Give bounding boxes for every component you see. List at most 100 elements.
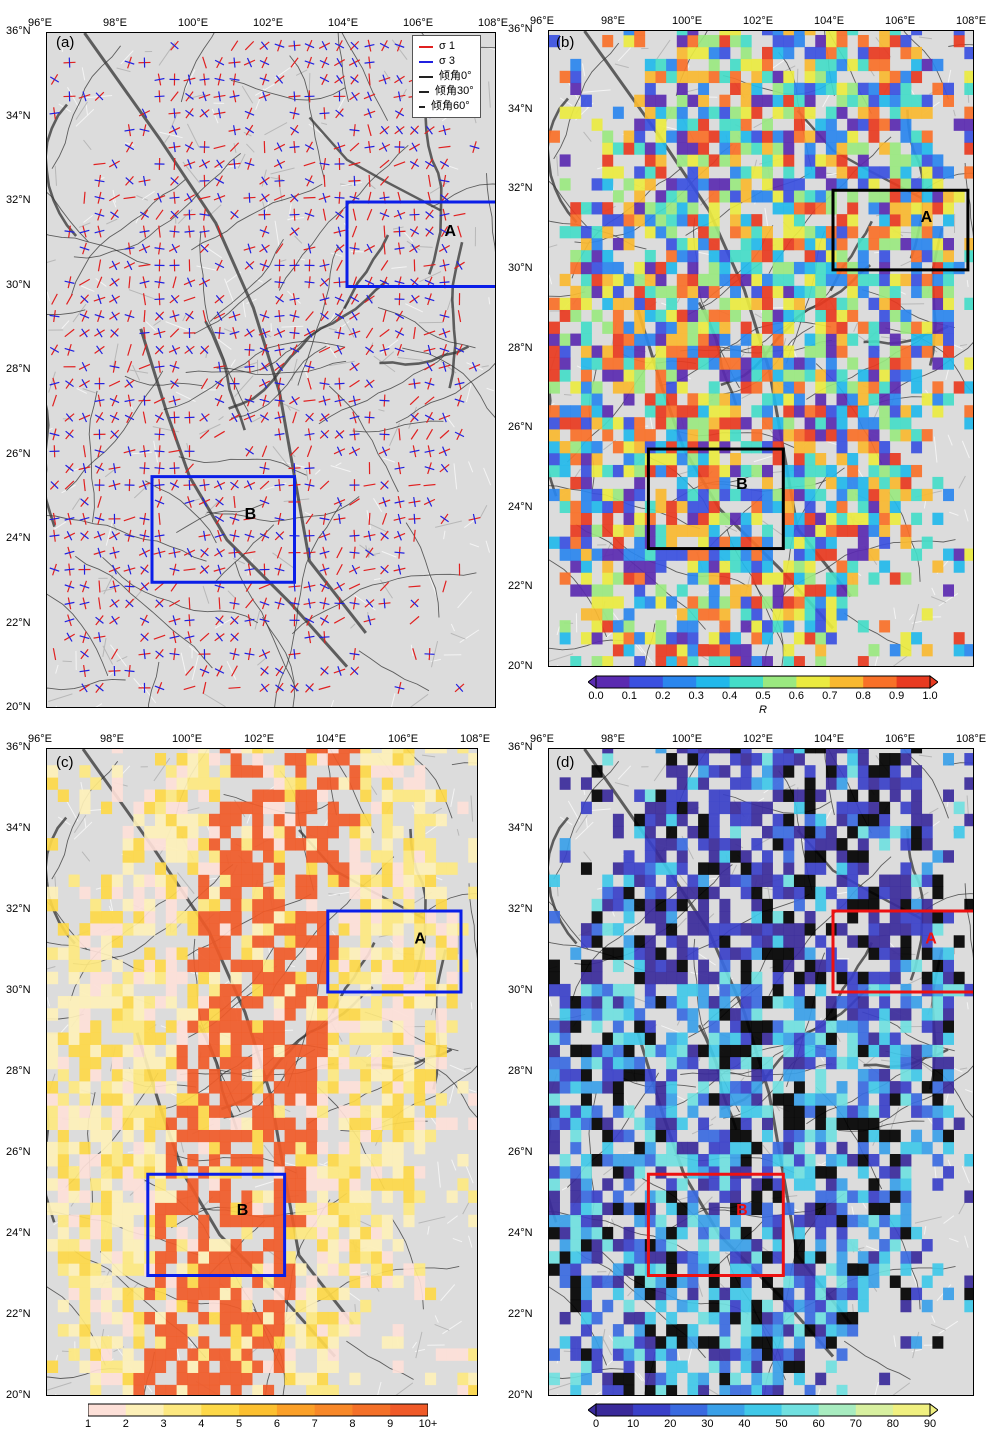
grid-cell	[900, 405, 912, 418]
grid-cell	[708, 464, 720, 478]
grid-cell	[921, 58, 933, 72]
grid-cell	[79, 1263, 91, 1276]
grid-cell	[815, 429, 827, 442]
grid-cell	[634, 190, 646, 203]
grid-cell	[623, 273, 635, 287]
grid-cell	[623, 572, 635, 585]
sigma3-mark	[49, 112, 60, 115]
sigma3-mark	[260, 41, 269, 50]
relief-shade	[453, 463, 458, 490]
sigma3-mark	[307, 243, 312, 254]
relief-shade	[931, 587, 936, 596]
grid-cell	[825, 429, 837, 442]
sigma1-mark	[379, 159, 390, 169]
grid-cell	[306, 886, 318, 900]
relief-shade	[54, 165, 57, 186]
grid-cell	[57, 1105, 69, 1118]
grid-cell	[198, 1105, 210, 1118]
grid-cell	[570, 285, 582, 299]
grid-cell	[825, 572, 837, 585]
grid-cell	[857, 405, 869, 418]
grid-cell	[295, 971, 307, 985]
grid-cell	[284, 1263, 296, 1276]
sigma1-mark	[143, 310, 146, 323]
grid-cell	[655, 273, 667, 287]
grid-cell	[198, 813, 210, 827]
colorbar-tick-label: 0.1	[621, 690, 638, 702]
sigma3-mark	[79, 669, 90, 673]
grid-cell	[209, 777, 221, 790]
sigma3-mark	[336, 446, 343, 457]
sigma3-mark	[334, 196, 345, 199]
sigma3-mark	[184, 619, 195, 622]
grid-cell	[446, 1117, 458, 1130]
grid-cell	[836, 560, 848, 573]
relief-shade	[281, 402, 300, 412]
grid-cell	[263, 1263, 275, 1276]
relief-shade	[448, 1084, 455, 1104]
grid-cell	[644, 261, 656, 275]
grid-cell	[708, 644, 720, 657]
grid-cell	[327, 1044, 339, 1058]
grid-cell	[740, 34, 752, 48]
sigma3-mark	[244, 398, 255, 403]
relief-shade	[47, 291, 51, 302]
relief-shade	[145, 321, 157, 332]
sigma3-mark	[200, 565, 209, 574]
sigma3-mark	[439, 347, 450, 353]
relief-shade	[180, 1141, 185, 1153]
sigma3-mark	[365, 346, 374, 354]
sigma3-mark	[94, 516, 105, 521]
grid-cell	[435, 947, 447, 960]
grid-cell	[381, 1178, 393, 1191]
grid-cell	[740, 46, 752, 60]
grid-cell	[815, 620, 827, 633]
grid-cell	[435, 1117, 447, 1130]
grid-cell	[219, 1299, 231, 1313]
grid-cell	[187, 825, 199, 839]
grid-cell	[68, 935, 80, 948]
sigma3-mark	[124, 669, 135, 673]
grid-cell	[836, 46, 848, 60]
relief-shade	[67, 86, 80, 108]
grid-cell	[698, 596, 710, 609]
grid-cell	[740, 536, 752, 549]
relief-shade	[164, 135, 171, 144]
grid-cell	[719, 297, 731, 310]
sigma1-mark	[183, 685, 196, 691]
grid-cell	[317, 923, 329, 936]
grid-cell	[857, 524, 869, 537]
sigma1-mark	[245, 598, 254, 609]
grid-cell	[666, 249, 678, 263]
grid-cell	[921, 333, 933, 346]
grid-cell	[165, 886, 177, 900]
grid-cell	[381, 1141, 393, 1155]
grid-cell	[783, 608, 795, 621]
grid-cell	[868, 130, 880, 143]
grid-cell	[666, 369, 678, 382]
grid-cell	[911, 512, 923, 525]
sigma1-mark	[138, 263, 151, 267]
grid-cell	[306, 1105, 318, 1118]
sigma1-mark	[412, 648, 417, 660]
grid-cell	[252, 1044, 264, 1058]
grid-cell	[349, 959, 361, 973]
relief-shade	[295, 69, 308, 76]
grid-cell	[698, 608, 710, 621]
grid-cell	[435, 1008, 447, 1021]
grid-cell	[457, 1384, 469, 1395]
grid-cell	[751, 596, 763, 609]
grid-cell	[79, 983, 91, 997]
grid-cell	[209, 1032, 221, 1045]
sigma3-mark	[349, 129, 360, 132]
grid-cell	[284, 935, 296, 948]
sigma3-mark	[171, 125, 178, 135]
relief-shade	[918, 36, 932, 40]
relief-shade	[762, 520, 785, 538]
grid-cell	[943, 190, 954, 203]
sigma3-mark	[394, 43, 405, 48]
relief-shade	[131, 451, 152, 455]
grid-cell	[708, 321, 720, 334]
relief-shade	[380, 339, 399, 354]
grid-cell	[155, 801, 167, 815]
